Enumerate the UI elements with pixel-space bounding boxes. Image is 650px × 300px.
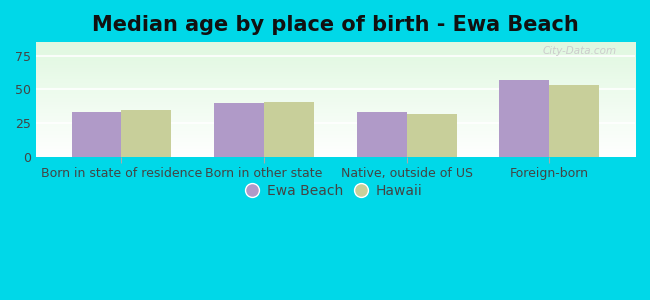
Bar [122,110,172,157]
Bar [407,114,457,157]
Bar [264,102,314,157]
Text: City-Data.com: City-Data.com [543,46,617,56]
Bar [357,112,407,157]
Title: Median age by place of birth - Ewa Beach: Median age by place of birth - Ewa Beach [92,15,578,35]
Bar [214,103,264,157]
Legend: Ewa Beach, Hawaii: Ewa Beach, Hawaii [242,177,429,205]
Bar [499,80,549,157]
Bar [549,85,599,157]
Bar [72,112,122,157]
